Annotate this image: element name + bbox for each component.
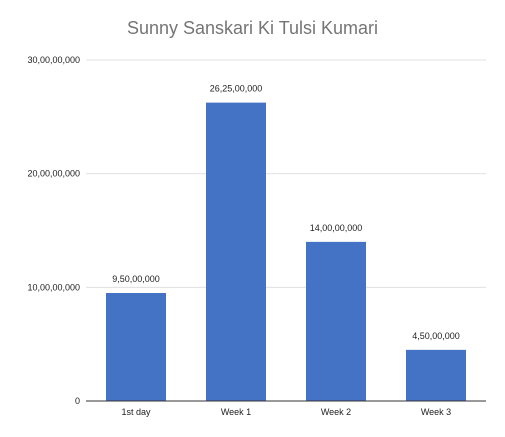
data-labels: 9,50,00,000 26,25,00,000 14,00,00,000 4,50,… (112, 84, 460, 341)
bar (406, 349, 466, 401)
x-tick-label: Week 1 (221, 407, 251, 417)
x-tick-label: Week 2 (321, 407, 351, 417)
data-label: 14,00,00,000 (310, 223, 363, 233)
y-axis-tick-labels: 0 10,00,00,000 20,00,00,000 30,00,00,000 (27, 55, 80, 406)
bars (106, 102, 466, 401)
x-axis-tick-labels: 1st day Week 1 Week 2 Week 3 (121, 407, 451, 417)
gridlines (86, 59, 486, 288)
data-label: 4,50,00,000 (412, 331, 460, 341)
bar (206, 102, 266, 401)
y-tick-label: 10,00,00,000 (27, 282, 80, 292)
bar (306, 241, 366, 401)
chart-title: Sunny Sanskari Ki Tulsi Kumari (126, 18, 379, 38)
data-label: 9,50,00,000 (112, 274, 160, 284)
x-tick-label: Week 3 (421, 407, 451, 417)
y-tick-label: 20,00,00,000 (27, 169, 80, 179)
x-tick-label: 1st day (121, 407, 151, 417)
data-label: 26,25,00,000 (210, 84, 263, 94)
y-tick-label: 30,00,00,000 (27, 55, 80, 65)
bar (106, 293, 166, 401)
y-tick-label: 0 (75, 396, 80, 406)
